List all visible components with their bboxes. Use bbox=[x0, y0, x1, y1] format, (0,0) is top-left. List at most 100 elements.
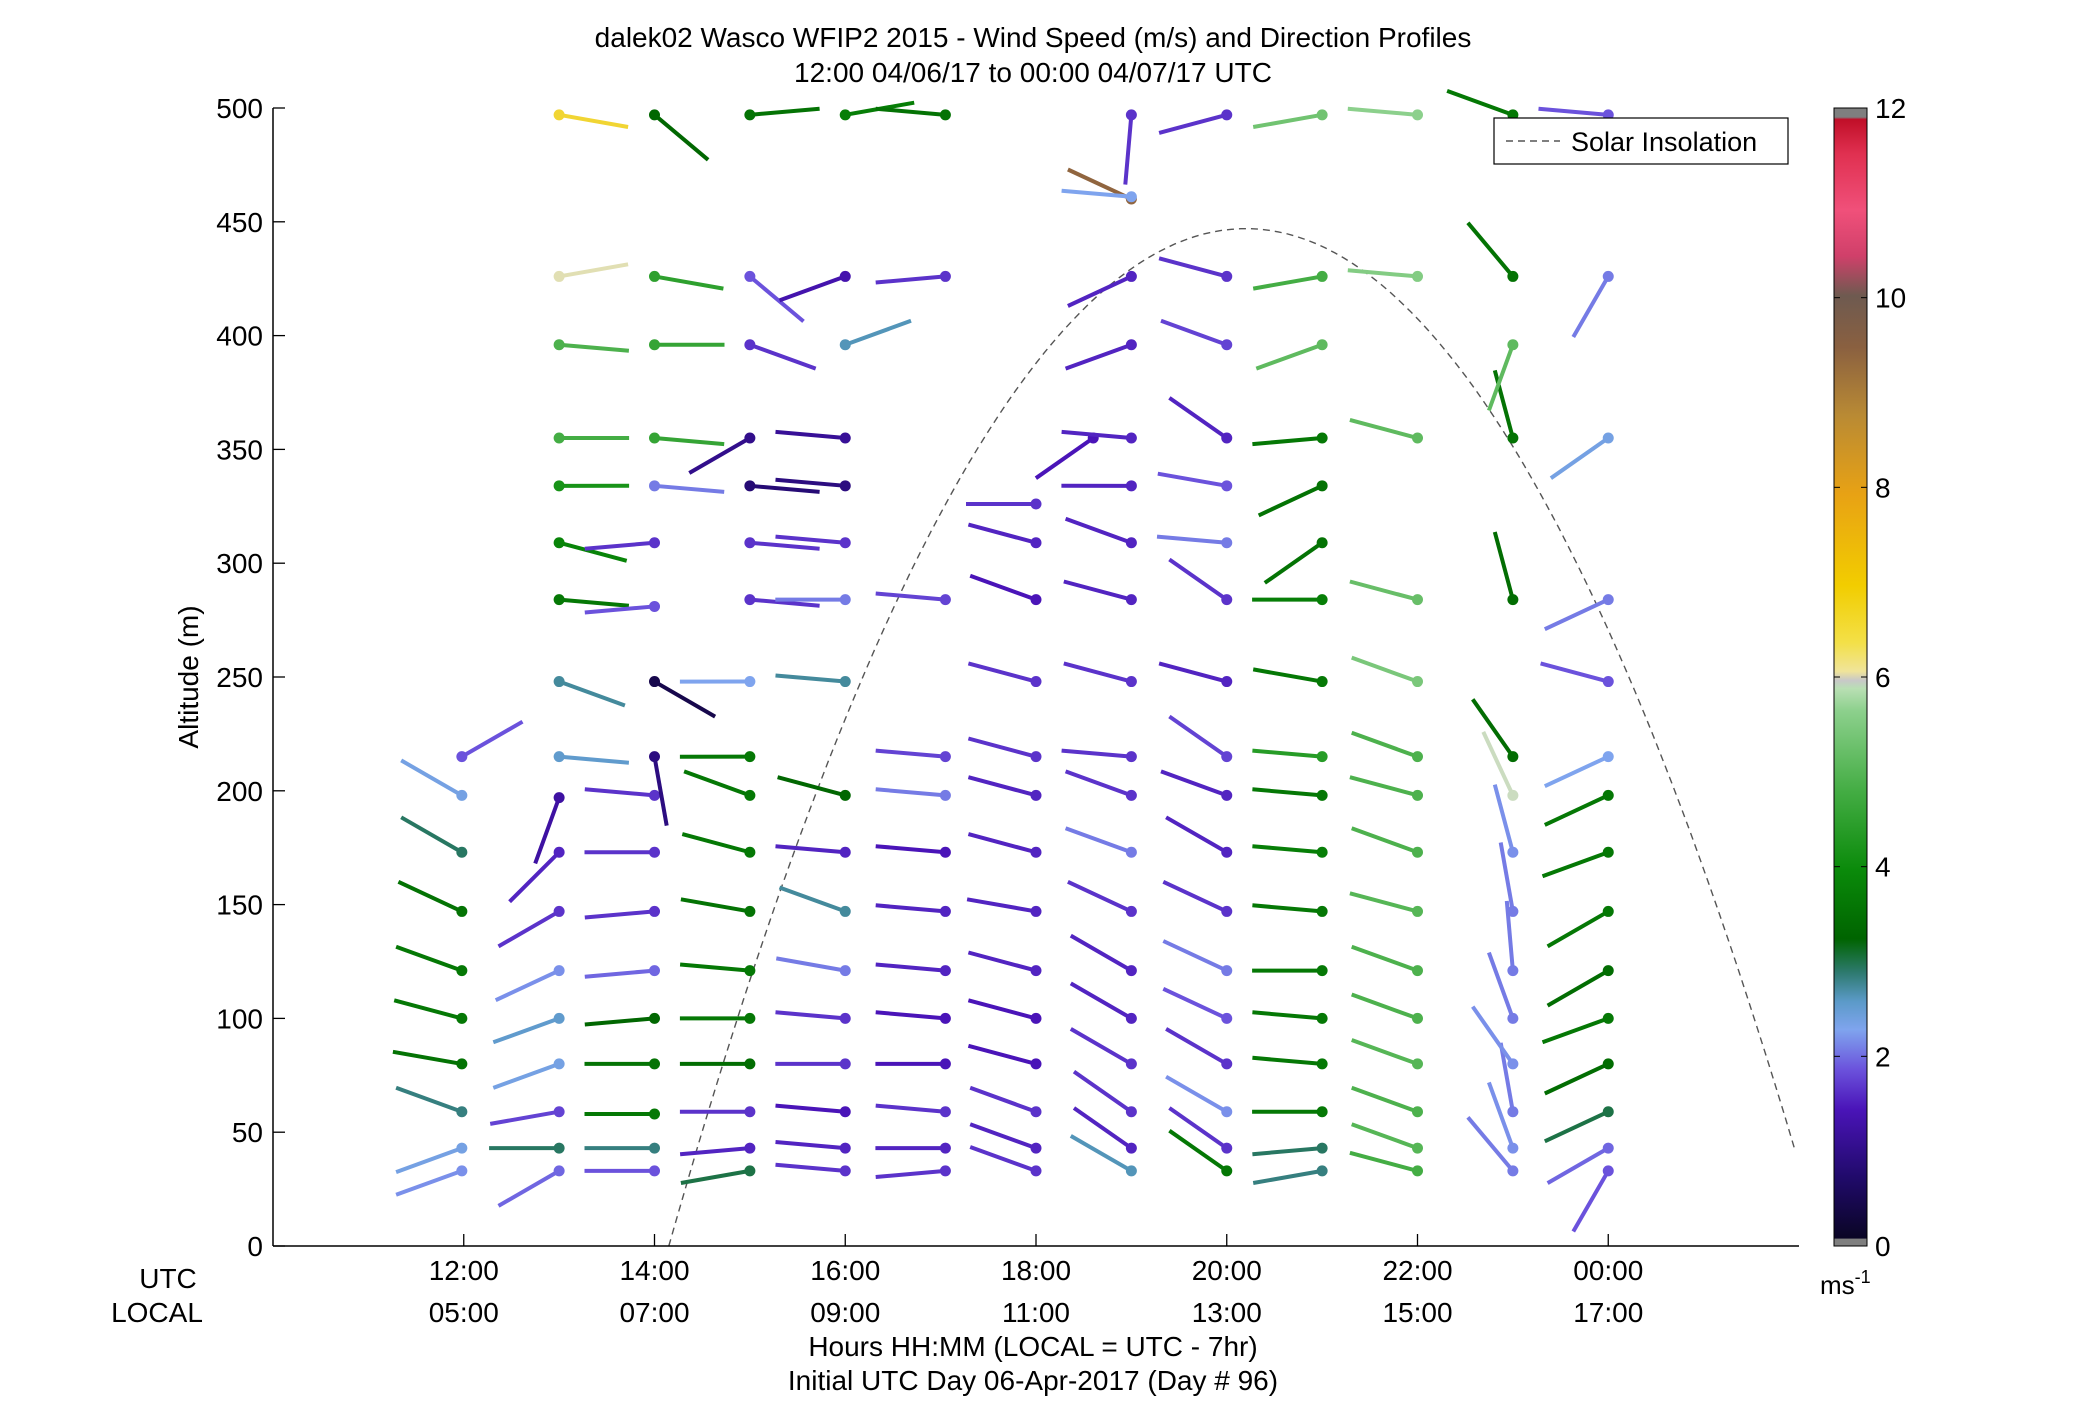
wind-barb-point bbox=[744, 594, 756, 606]
legend-label: Solar Insolation bbox=[1571, 127, 1757, 157]
wind-barb-point bbox=[1221, 905, 1233, 917]
wind-barb-point bbox=[1602, 751, 1614, 763]
wind-barb bbox=[1252, 903, 1323, 914]
wind-barb bbox=[967, 775, 1037, 798]
wind-barb-point bbox=[456, 1058, 468, 1070]
wind-barb-point bbox=[553, 480, 565, 492]
wind-barb-point bbox=[649, 1165, 660, 1177]
wind-barb-point bbox=[553, 751, 565, 763]
wind-barb-point bbox=[1602, 270, 1614, 282]
colorbar: 0 2 4 6 8 10 12 ms-1 bbox=[1820, 93, 1906, 1300]
wind-barb-point bbox=[744, 339, 756, 351]
wind-barb-point bbox=[939, 846, 951, 858]
wind-barb bbox=[494, 968, 560, 1003]
wind-barb-point bbox=[1316, 846, 1328, 858]
wind-barb bbox=[654, 483, 725, 494]
wind-barb-point bbox=[1412, 751, 1423, 763]
wind-barb bbox=[748, 274, 805, 323]
wind-barb-point bbox=[1602, 1165, 1614, 1177]
wind-barb-point bbox=[1221, 789, 1233, 801]
wind-barb bbox=[1252, 1168, 1323, 1185]
wind-barb bbox=[1063, 661, 1132, 684]
wind-barb-point bbox=[456, 846, 468, 858]
wind-barb-point bbox=[1316, 965, 1328, 977]
wind-barb-point bbox=[649, 1012, 660, 1024]
wind-barb-point bbox=[839, 270, 851, 282]
wind-barb-point bbox=[553, 1058, 565, 1070]
x-tick-label-utc: 00:00 bbox=[1573, 1255, 1643, 1286]
wind-barb bbox=[1252, 274, 1323, 291]
wind-barb bbox=[967, 736, 1037, 759]
wind-barb-point bbox=[839, 480, 851, 492]
wind-barb bbox=[400, 815, 463, 854]
colorbar-tick-label: 0 bbox=[1875, 1231, 1891, 1262]
wind-barb-point bbox=[1507, 339, 1519, 351]
wind-barb bbox=[395, 1146, 463, 1174]
wind-barb-point bbox=[649, 751, 660, 763]
wind-barb-point bbox=[1412, 789, 1423, 801]
wind-barb-point bbox=[939, 905, 951, 917]
wind-barb-point bbox=[1125, 1058, 1137, 1070]
wind-barb-point bbox=[839, 1165, 851, 1177]
wind-barb bbox=[1252, 844, 1323, 855]
wind-barb-point bbox=[1602, 676, 1614, 688]
wind-barb-point bbox=[1602, 1012, 1614, 1024]
y-tick-label: 300 bbox=[216, 548, 263, 579]
wind-barb bbox=[967, 522, 1037, 545]
wind-barb bbox=[395, 1085, 463, 1114]
wind-barb-point bbox=[456, 789, 468, 801]
wind-barb-point bbox=[744, 676, 756, 688]
wind-barb-point bbox=[1412, 1012, 1423, 1024]
wind-barb bbox=[1546, 968, 1610, 1008]
wind-barb-point bbox=[1412, 846, 1423, 858]
wind-barb-point bbox=[553, 1165, 565, 1177]
wind-barb bbox=[489, 1109, 560, 1126]
wind-barb-point bbox=[553, 339, 565, 351]
wind-barb bbox=[1165, 815, 1228, 854]
wind-barb bbox=[558, 597, 630, 608]
colorbar-tick-label: 2 bbox=[1875, 1041, 1891, 1072]
wind-barb-point bbox=[1316, 109, 1328, 121]
wind-barb-point bbox=[839, 1012, 851, 1024]
wind-barb bbox=[1571, 1169, 1610, 1233]
colorbar-unit: ms bbox=[1820, 1270, 1855, 1300]
wind-barb bbox=[1034, 436, 1095, 480]
wind-barb-point bbox=[1125, 846, 1137, 858]
wind-barb-point bbox=[553, 537, 565, 549]
solar-insolation-curve bbox=[668, 228, 1795, 1247]
wind-barb-point bbox=[1316, 432, 1328, 444]
wind-barb bbox=[508, 850, 561, 904]
wind-barb-point bbox=[1030, 965, 1042, 977]
wind-barb-point bbox=[1412, 676, 1423, 688]
wind-barb-point bbox=[649, 1058, 660, 1070]
wind-barb bbox=[1257, 484, 1323, 518]
wind-barb bbox=[1168, 557, 1228, 602]
wind-barb-point bbox=[553, 676, 565, 688]
y-tick-label: 250 bbox=[216, 662, 263, 693]
wind-barb bbox=[1061, 188, 1132, 199]
wind-barb bbox=[1158, 256, 1228, 279]
wind-barb-point bbox=[1602, 1106, 1614, 1118]
wind-barb bbox=[1351, 1038, 1419, 1066]
wind-barb-point bbox=[1125, 432, 1137, 444]
wind-barb-point bbox=[553, 965, 565, 977]
wind-barb-point bbox=[649, 537, 660, 549]
x-axis-label-line1: Hours HH:MM (LOCAL = UTC - 7hr) bbox=[808, 1331, 1257, 1362]
wind-barb-point bbox=[839, 789, 851, 801]
wind-barb bbox=[392, 1049, 463, 1066]
wind-barb bbox=[558, 679, 626, 708]
wind-barb-point bbox=[553, 905, 565, 917]
wind-barb bbox=[1481, 731, 1515, 797]
y-tick-label: 0 bbox=[247, 1231, 263, 1262]
x-tick-label-utc: 22:00 bbox=[1382, 1255, 1452, 1286]
wind-barb bbox=[1347, 268, 1418, 279]
wind-barb bbox=[497, 909, 561, 949]
wind-barb bbox=[775, 1103, 846, 1114]
wind-barb bbox=[967, 950, 1037, 973]
wind-barb-point bbox=[939, 1012, 951, 1024]
wind-barb bbox=[1351, 730, 1419, 759]
wind-barb-point bbox=[1316, 339, 1328, 351]
wind-barb bbox=[1158, 661, 1228, 684]
wind-barb bbox=[395, 1169, 463, 1197]
y-tick-label: 500 bbox=[216, 93, 263, 124]
